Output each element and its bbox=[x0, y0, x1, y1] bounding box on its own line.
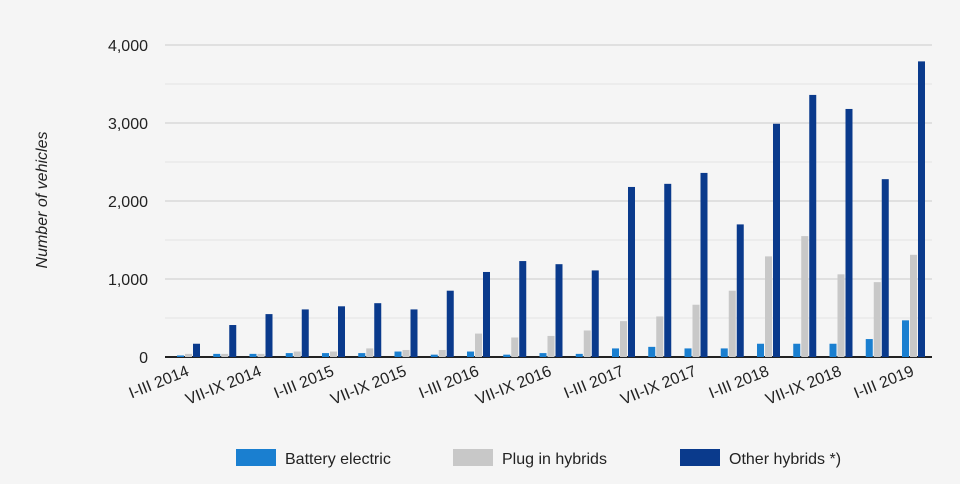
bar-other-hybrids- bbox=[628, 186, 635, 357]
x-tick-label: I-III 2019 bbox=[852, 363, 917, 402]
bar-plug-in-hybrids bbox=[620, 321, 627, 357]
bar-plug-in-hybrids bbox=[221, 353, 229, 357]
x-tick-label: I-III 2018 bbox=[707, 363, 772, 402]
bar-battery-electric bbox=[902, 320, 909, 357]
bar-other-hybrids- bbox=[845, 108, 853, 358]
bar-plug-in-hybrids bbox=[547, 335, 555, 357]
bar-plug-in-hybrids bbox=[873, 282, 881, 357]
bar-battery-electric bbox=[213, 353, 221, 357]
bar-other-hybrids- bbox=[664, 183, 672, 357]
y-tick-label: 2,000 bbox=[108, 194, 148, 211]
bar-plug-in-hybrids bbox=[656, 316, 664, 357]
bar-plug-in-hybrids bbox=[692, 304, 700, 357]
bar-battery-electric bbox=[430, 354, 438, 357]
bar-battery-electric bbox=[539, 353, 547, 357]
bar-battery-electric bbox=[793, 343, 801, 357]
bar-plug-in-hybrids bbox=[511, 337, 519, 357]
bar-plug-in-hybrids bbox=[438, 349, 446, 357]
bar-battery-electric bbox=[394, 351, 402, 357]
bar-plug-in-hybrids bbox=[765, 256, 772, 357]
bar-battery-electric bbox=[249, 353, 257, 357]
bar-battery-electric bbox=[612, 348, 619, 357]
bar-other-hybrids- bbox=[338, 306, 345, 357]
bar-other-hybrids- bbox=[555, 264, 563, 357]
bar-plug-in-hybrids bbox=[366, 348, 374, 357]
y-tick-label: 0 bbox=[139, 350, 148, 367]
x-tick-label: I-III 2017 bbox=[562, 363, 627, 402]
bar-plug-in-hybrids bbox=[910, 254, 917, 357]
bar-plug-in-hybrids bbox=[257, 353, 265, 357]
legend-label: Other hybrids *) bbox=[729, 451, 841, 468]
bar-plug-in-hybrids bbox=[837, 274, 845, 357]
bar-other-hybrids- bbox=[773, 123, 780, 357]
bar-other-hybrids- bbox=[229, 325, 237, 357]
bar-other-hybrids- bbox=[591, 270, 599, 357]
bar-plug-in-hybrids bbox=[728, 290, 736, 357]
x-tick-label: I-III 2014 bbox=[127, 363, 192, 402]
bar-plug-in-hybrids bbox=[801, 236, 809, 357]
bar-battery-electric bbox=[503, 354, 511, 357]
bar-battery-electric bbox=[865, 339, 873, 357]
legend-swatch bbox=[680, 449, 720, 466]
bar-plug-in-hybrids bbox=[185, 353, 192, 357]
x-tick-label: VII-IX 2017 bbox=[618, 363, 699, 409]
bar-other-hybrids- bbox=[446, 290, 454, 357]
bar-other-hybrids- bbox=[918, 61, 925, 357]
bar-battery-electric bbox=[358, 353, 366, 357]
bar-battery-electric bbox=[322, 353, 329, 357]
legend-label: Battery electric bbox=[285, 451, 391, 468]
bar-battery-electric bbox=[467, 351, 474, 357]
bar-other-hybrids- bbox=[301, 309, 309, 357]
bar-other-hybrids- bbox=[483, 271, 490, 357]
y-tick-label: 1,000 bbox=[108, 272, 148, 289]
bar-battery-electric bbox=[575, 353, 583, 357]
bar-plug-in-hybrids bbox=[583, 330, 591, 357]
bar-other-hybrids- bbox=[736, 224, 744, 357]
bar-other-hybrids- bbox=[410, 309, 418, 357]
bar-battery-electric bbox=[648, 346, 656, 357]
bar-other-hybrids- bbox=[881, 179, 889, 357]
x-tick-label: VII-IX 2018 bbox=[763, 363, 844, 409]
legend-swatch bbox=[453, 449, 493, 466]
bar-battery-electric bbox=[684, 348, 692, 357]
legend-label: Plug in hybrids bbox=[502, 451, 607, 468]
bar-plug-in-hybrids bbox=[330, 351, 337, 357]
bar-plug-in-hybrids bbox=[293, 351, 301, 357]
y-tick-label: 3,000 bbox=[108, 116, 148, 133]
legend-swatch bbox=[236, 449, 276, 466]
bar-battery-electric bbox=[285, 353, 293, 357]
bar-other-hybrids- bbox=[519, 261, 527, 357]
x-tick-label: VII-IX 2015 bbox=[328, 363, 409, 409]
bar-battery-electric bbox=[757, 343, 764, 357]
x-tick-label: I-III 2015 bbox=[272, 363, 337, 402]
bar-battery-electric bbox=[720, 348, 728, 357]
y-tick-label: 4,000 bbox=[108, 38, 148, 55]
x-tick-label: VII-IX 2016 bbox=[473, 363, 554, 409]
bar-plug-in-hybrids bbox=[475, 333, 482, 357]
bar-battery-electric bbox=[829, 343, 837, 357]
bar-other-hybrids- bbox=[700, 172, 708, 357]
bar-plug-in-hybrids bbox=[402, 349, 410, 357]
bar-other-hybrids- bbox=[374, 303, 382, 357]
y-axis-label: Number of vehicles bbox=[34, 132, 51, 269]
bar-battery-electric bbox=[177, 355, 184, 357]
x-tick-label: I-III 2016 bbox=[417, 363, 482, 402]
bar-other-hybrids- bbox=[193, 343, 200, 357]
bar-other-hybrids- bbox=[809, 94, 817, 358]
x-tick-label: VII-IX 2014 bbox=[183, 363, 264, 409]
bar-other-hybrids- bbox=[265, 314, 273, 357]
